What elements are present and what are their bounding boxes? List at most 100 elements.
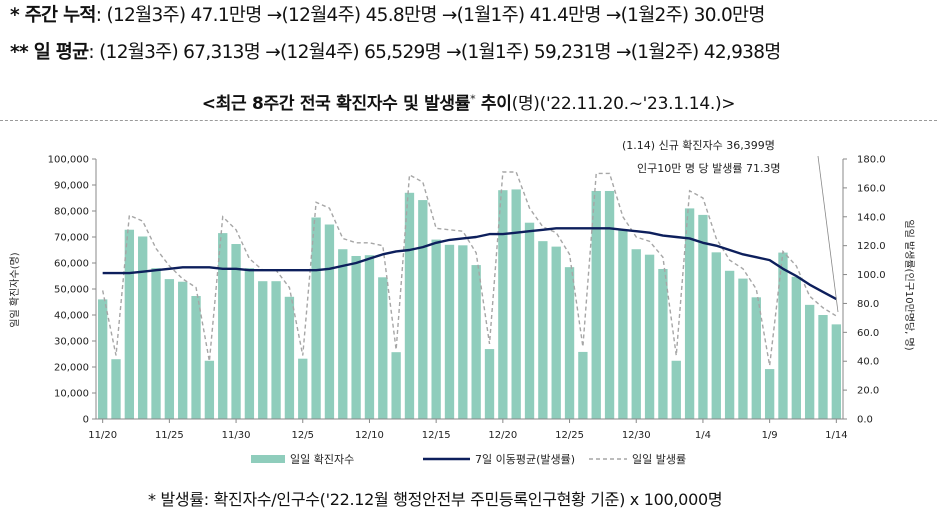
y2-tick-label: 60.0	[857, 328, 879, 339]
y-tick-label: 50,000	[54, 285, 89, 296]
bar	[178, 281, 188, 419]
bar	[98, 299, 108, 419]
x-tick-label: 11/25	[155, 430, 184, 441]
y2-tick-label: 20.0	[857, 386, 879, 397]
bar	[778, 252, 788, 419]
y2-axis-label: 일일 발생률(인구10만명당, 명)	[903, 219, 915, 350]
axes-group: 0 10,000 20,000 30,000 40,000 50,000 60,000 70,…	[48, 155, 886, 442]
x-tick-label: 1/4	[695, 430, 711, 441]
x-tick-label: 11/30	[222, 430, 251, 441]
bar	[631, 249, 641, 419]
bar	[551, 246, 561, 419]
legend-label-bars: 일일 확진자수	[290, 452, 354, 466]
bar	[418, 200, 428, 419]
y2-tick-label: 120.0	[857, 241, 886, 252]
bar	[511, 189, 521, 419]
bar	[284, 296, 295, 419]
legend: 일일 확진자수 7일 이동평균(발생률) 일일 발생률	[251, 452, 686, 466]
bar	[591, 190, 601, 419]
bar	[644, 254, 655, 419]
daily-label: ** 일 평균	[10, 42, 89, 63]
bar	[311, 217, 321, 419]
bar	[298, 358, 308, 419]
x-tick-label: 12/15	[422, 430, 451, 441]
bar	[564, 267, 575, 419]
x-tick-label: 12/25	[555, 430, 584, 441]
bar	[578, 351, 588, 419]
title-star: *	[470, 92, 476, 106]
bar	[244, 268, 255, 419]
bar	[204, 360, 215, 419]
bar	[258, 281, 268, 419]
bar	[711, 252, 721, 419]
moving-average-line	[102, 227, 837, 301]
bar	[791, 276, 801, 419]
bar	[338, 249, 348, 419]
daily-average-summary: ** 일 평균: (12월3주) 67,313명 →(12월4주) 65,529…	[10, 38, 781, 64]
bar	[164, 279, 175, 419]
bar	[444, 244, 455, 419]
x-tick-label: 1/9	[762, 430, 778, 441]
y-tick-label: 90,000	[54, 181, 89, 192]
y-tick-label: 80,000	[54, 207, 89, 218]
bar	[378, 277, 388, 419]
title-period: ('22.11.20.~'23.1.14.)>	[539, 94, 736, 114]
bar	[351, 255, 361, 419]
annotation-group: (1.14) 신규 확진자수 36,399명 인구10만 명 당 발생률 71.…	[622, 139, 839, 313]
weekly-text: : (12월3주) 47.1만명 →(12월4주) 45.8만명 →(1월1주)…	[95, 5, 766, 26]
bar	[804, 304, 815, 419]
bar	[404, 192, 415, 419]
bar	[698, 214, 708, 419]
bar	[831, 324, 841, 419]
x-tick-label: 12/20	[488, 430, 517, 441]
bar	[604, 190, 615, 419]
weekly-label: * 주간 누적	[10, 5, 96, 26]
x-tick-label: 1/14	[825, 430, 847, 441]
x-tick-label: 12/10	[355, 430, 384, 441]
x-tick-label: 12/5	[292, 430, 314, 441]
y2-tick-label: 0.0	[857, 415, 873, 426]
bar	[764, 369, 775, 419]
bar	[124, 229, 135, 419]
bar	[618, 229, 628, 419]
y2-tick-label: 160.0	[857, 183, 886, 194]
footnote: * 발생률: 확진자수/인구수('22.12월 행정안전부 주민등록인구현황 기…	[148, 490, 723, 509]
bar	[458, 245, 468, 419]
legend-label-ma: 7일 이동평균(발생률)	[475, 452, 575, 466]
y-tick-label: 0	[83, 415, 89, 426]
bar	[364, 255, 375, 419]
annotation-pointer	[817, 155, 839, 313]
y-tick-label: 20,000	[54, 363, 89, 374]
bar	[751, 297, 761, 419]
annotation-line-2: 인구10만 명 당 발생률 71.3명	[637, 162, 781, 175]
y2-tick-label: 180.0	[857, 155, 886, 166]
x-tick-label: 12/30	[622, 430, 651, 441]
bar	[498, 190, 508, 419]
bar	[138, 236, 148, 419]
daily-text: : (12월3주) 67,313명 →(12월4주) 65,529명 →(1월1…	[88, 42, 781, 63]
y-tick-label: 40,000	[54, 311, 89, 322]
annotation-line-1: (1.14) 신규 확진자수 36,399명	[622, 139, 775, 152]
y-tick-label: 60,000	[54, 259, 89, 270]
y-tick-label: 100,000	[48, 155, 89, 166]
y2-tick-label: 40.0	[857, 357, 879, 368]
bar	[484, 349, 495, 419]
bar	[684, 208, 695, 419]
weekly-cumulative-summary: * 주간 누적: (12월3주) 47.1만명 →(12월4주) 45.8만명 …	[10, 1, 765, 27]
y-tick-label: 10,000	[54, 389, 89, 400]
title-end: 추이	[475, 94, 512, 114]
bar	[724, 270, 735, 419]
daily-rate-line	[101, 171, 837, 366]
y2-tick-label: 140.0	[857, 212, 886, 223]
legend-label-rate: 일일 발생률	[632, 452, 686, 466]
y-axis-label: 일일 확진자수(명)	[9, 252, 21, 327]
dashed-separator	[0, 120, 937, 121]
bar	[191, 296, 201, 419]
legend-swatch-bars	[251, 455, 285, 463]
title-main: <최근 8주간 전국 확진자수 및 발생률	[201, 94, 471, 114]
bar	[271, 281, 281, 419]
y-tick-label: 70,000	[54, 233, 89, 244]
x-tick-label: 11/20	[88, 430, 117, 441]
bar	[818, 315, 828, 419]
